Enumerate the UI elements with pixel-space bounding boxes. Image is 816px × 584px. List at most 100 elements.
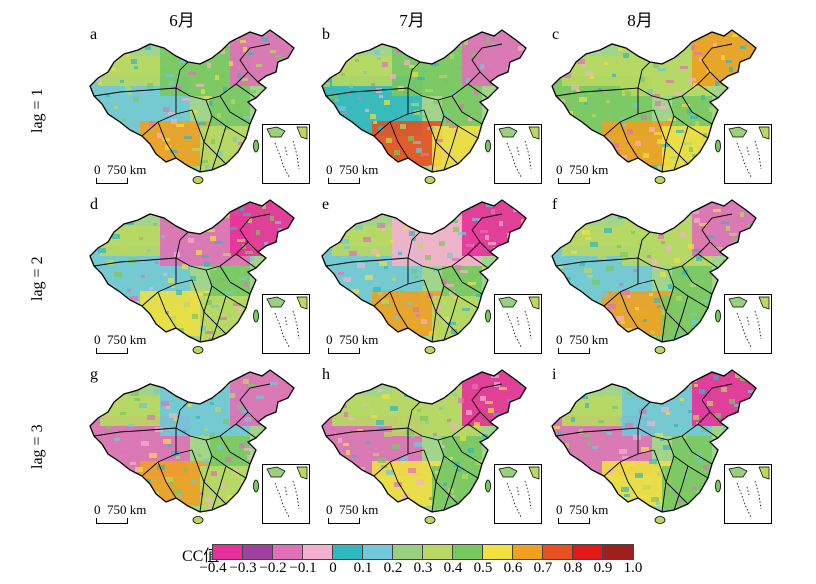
correlation-speckle xyxy=(676,130,684,133)
correlation-speckle xyxy=(343,277,351,282)
correlation-speckle xyxy=(233,137,237,142)
correlation-speckle xyxy=(416,480,424,485)
correlation-speckle xyxy=(245,251,253,254)
correlation-speckle xyxy=(596,50,600,53)
correlation-speckle xyxy=(711,145,715,150)
correlation-speckle xyxy=(474,256,482,259)
correlation-speckle xyxy=(215,241,223,244)
correlation-speckle xyxy=(616,316,624,321)
correlation-speckle xyxy=(377,223,385,228)
legend-tick-label: 0.5 xyxy=(473,560,493,576)
correlation-speckle xyxy=(361,33,365,36)
correlation-speckle xyxy=(134,398,140,401)
correlation-speckle xyxy=(126,54,130,57)
correlation-speckle xyxy=(404,226,408,229)
correlation-speckle xyxy=(447,419,451,422)
correlation-speckle xyxy=(721,387,727,392)
correlation-speckle xyxy=(448,488,454,493)
correlation-speckle xyxy=(172,214,178,219)
scale-bar-label: 0 750 km xyxy=(326,162,379,177)
correlation-speckle xyxy=(441,445,445,448)
correlation-speckle xyxy=(108,132,112,135)
correlation-speckle xyxy=(754,32,756,35)
correlation-speckle xyxy=(112,68,116,71)
south-china-sea-inset xyxy=(262,124,310,184)
correlation-speckle xyxy=(600,126,604,129)
panel-letter: c xyxy=(552,26,560,43)
correlation-speckle xyxy=(713,209,721,212)
correlation-speckle xyxy=(602,496,608,499)
correlation-speckle xyxy=(173,323,177,326)
correlation-speckle xyxy=(167,43,173,48)
legend-tick-label: −0.3 xyxy=(229,560,257,576)
correlation-speckle xyxy=(515,245,519,250)
scale-bar-label: 0 750 km xyxy=(556,162,609,177)
correlation-speckle xyxy=(182,98,190,101)
correlation-speckle xyxy=(441,113,449,116)
correlation-speckle xyxy=(767,381,771,386)
province-boundary xyxy=(157,291,177,329)
province-boundary xyxy=(175,231,189,284)
correlation-speckle xyxy=(762,44,768,47)
correlation-speckle xyxy=(131,225,135,228)
correlation-speckle xyxy=(553,495,557,500)
correlation-speckle xyxy=(367,479,373,482)
correlation-speckle xyxy=(501,425,509,428)
correlation-speckle xyxy=(190,442,194,445)
province-boundary xyxy=(141,109,193,137)
correlation-speckle xyxy=(174,418,178,421)
correlation-speckle xyxy=(97,319,103,322)
correlation-speckle xyxy=(280,266,284,271)
province-boundary xyxy=(653,279,667,342)
correlation-speckle xyxy=(528,96,536,101)
correlation-speckle xyxy=(529,397,537,400)
correlation-speckle xyxy=(211,305,219,308)
correlation-speckle xyxy=(372,152,378,157)
correlation-speckle xyxy=(338,106,346,111)
correlation-speckle xyxy=(523,91,526,94)
correlation-speckle xyxy=(164,202,170,207)
correlation-speckle xyxy=(454,462,460,467)
correlation-speckle xyxy=(359,135,363,138)
correlation-speckle xyxy=(392,112,398,117)
correlation-speckle xyxy=(417,243,423,248)
correlation-speckle xyxy=(449,125,457,128)
correlation-speckle xyxy=(252,294,256,299)
correlation-speckle xyxy=(328,388,332,393)
province-boundary xyxy=(423,449,437,512)
correlation-speckle xyxy=(133,263,137,266)
correlation-speckle xyxy=(569,213,575,216)
correlation-speckle xyxy=(526,224,532,227)
correlation-speckle xyxy=(252,128,258,131)
correlation-speckle xyxy=(620,418,626,421)
correlation-speckle xyxy=(695,287,703,290)
correlation-speckle xyxy=(690,448,694,451)
correlation-speckle xyxy=(227,495,233,500)
province-boundary xyxy=(423,109,437,172)
correlation-speckle xyxy=(367,313,375,318)
correlation-speckle xyxy=(694,384,698,387)
province-boundary xyxy=(443,295,459,341)
correlation-speckle xyxy=(357,97,361,100)
province-boundary xyxy=(373,449,425,477)
correlation-speckle xyxy=(462,308,470,311)
correlation-speckle xyxy=(104,222,112,227)
correlation-speckle xyxy=(390,406,398,411)
province-boundary xyxy=(697,423,719,439)
correlation-speckle xyxy=(625,91,631,96)
correlation-speckle xyxy=(322,44,328,49)
correlation-speckle xyxy=(577,59,585,64)
correlation-speckle xyxy=(579,429,583,434)
correlation-speckle xyxy=(202,390,206,393)
correlation-speckle xyxy=(478,166,482,171)
correlation-speckle xyxy=(246,154,252,157)
row-title-lag2: lag = 2 xyxy=(29,256,46,301)
correlation-speckle xyxy=(102,324,110,329)
correlation-speckle xyxy=(769,419,773,424)
correlation-speckle xyxy=(165,145,171,150)
correlation-speckle xyxy=(219,151,223,156)
correlation-speckle xyxy=(386,304,390,307)
correlation-speckle xyxy=(153,57,159,62)
correlation-speckle xyxy=(555,227,561,230)
correlation-speckle xyxy=(672,386,676,389)
